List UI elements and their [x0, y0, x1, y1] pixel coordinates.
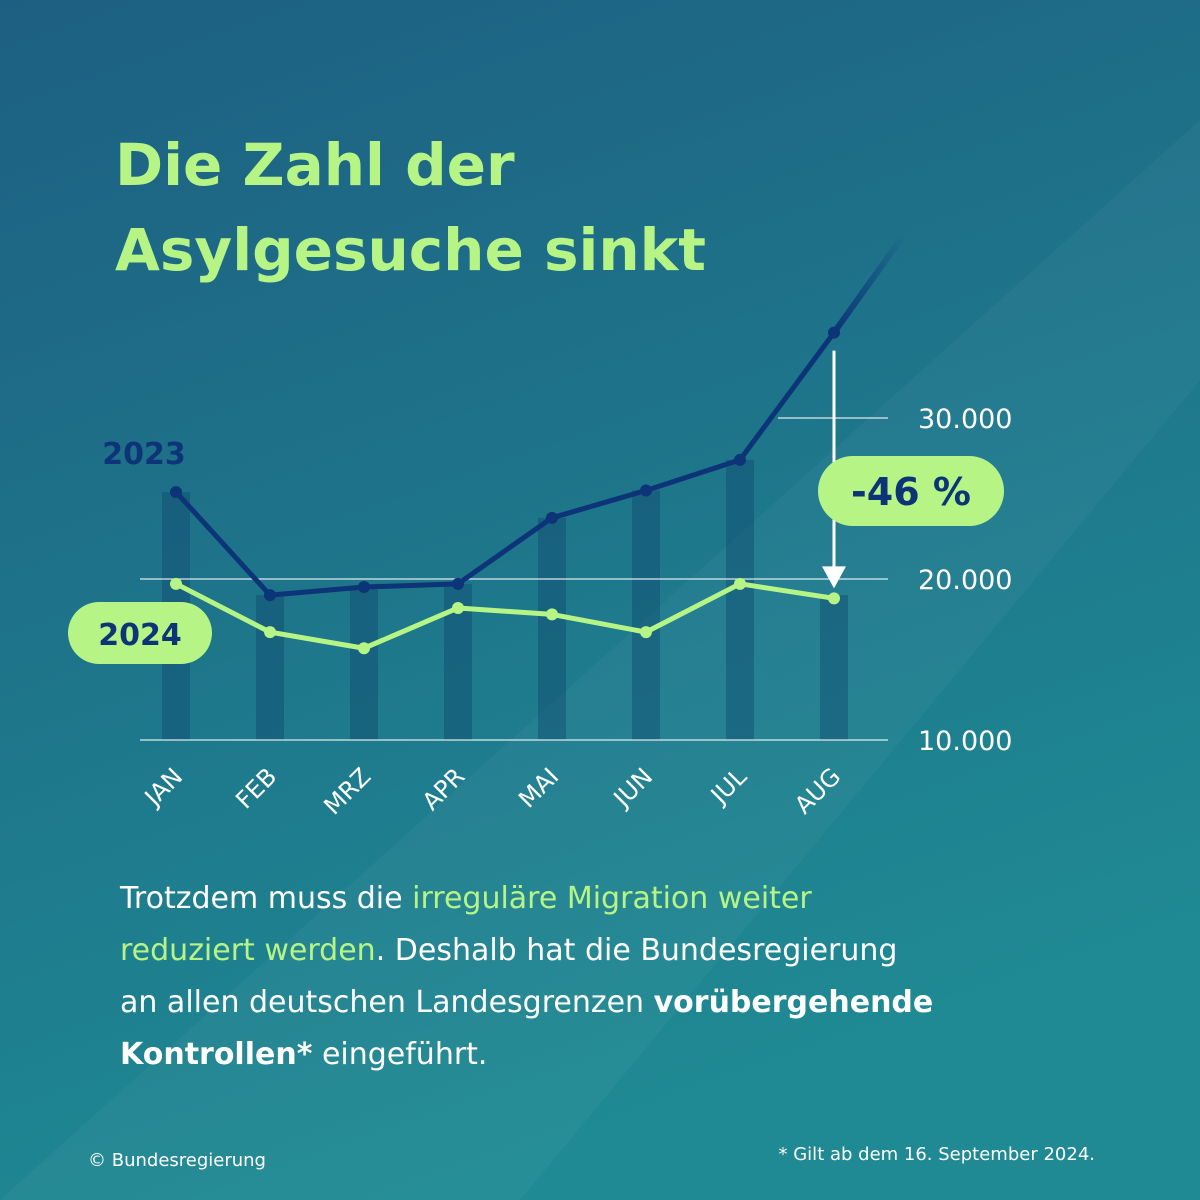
body-line-4-plain: eingeführt. [312, 1037, 487, 1072]
body-line-2-plain: . Deshalb hat die Bundesregierung [376, 933, 898, 968]
title-line-1: Die Zahl der [115, 131, 515, 199]
body-line-3: an allen deutschen Landesgrenzen vorüber… [120, 985, 933, 1020]
data-point [264, 589, 276, 602]
data-point [170, 577, 182, 590]
gridlines: 30.000 20.000 10.000 [140, 404, 1012, 757]
data-point [264, 626, 276, 639]
series-line [173, 330, 837, 598]
data-point [170, 486, 182, 499]
background-bar [256, 595, 284, 740]
change-badge [818, 456, 1004, 526]
series-label-2024: 2024 [98, 618, 182, 653]
data-point [546, 608, 558, 621]
y-tick-label: 10.000 [918, 726, 1012, 757]
data-point [734, 577, 746, 590]
body-line-4: Kontrollen* eingeführt. [120, 1037, 487, 1072]
series-line-extension [831, 231, 907, 336]
series-labels: 2023 2024 [68, 437, 212, 664]
change-badge-label: -46 % [851, 470, 971, 514]
body-line-2: reduziert werden. Deshalb hat die Bundes… [120, 933, 897, 968]
background-bar [538, 517, 566, 740]
body-line-1-highlight: irreguläre Migration weiter [412, 881, 812, 916]
body-line-2-highlight: reduziert werden [120, 933, 376, 968]
series-line [173, 581, 837, 651]
background-bar [820, 595, 848, 740]
data-point [640, 484, 652, 497]
data-point [358, 581, 370, 594]
y-tick-label: 20.000 [918, 565, 1012, 596]
change-badge-group: -46 % [818, 350, 1004, 589]
data-point [358, 642, 370, 655]
series-lines [170, 231, 907, 655]
body-line-4-bold: Kontrollen* [120, 1037, 313, 1072]
change-arrow-head [822, 566, 846, 589]
data-point [734, 453, 746, 466]
body-line-3-plain: an allen deutschen Landesgrenzen [120, 985, 654, 1020]
body-line-1-plain: Trotzdem muss die [119, 881, 412, 916]
body-line-3-bold: vorübergehende [654, 985, 934, 1020]
data-point [452, 601, 464, 614]
data-point [546, 511, 558, 524]
data-point [828, 592, 840, 605]
background-bar [726, 459, 754, 740]
background-bar [350, 587, 378, 740]
title-line-2: Asylgesuche sinkt [115, 216, 706, 284]
footnote: * Gilt ab dem 16. September 2024. [779, 1144, 1095, 1165]
series-label-2023: 2023 [102, 437, 186, 472]
background-bar [632, 490, 660, 740]
data-point [452, 577, 464, 590]
body-line-1: Trotzdem muss die irreguläre Migration w… [119, 881, 812, 916]
data-point [828, 326, 840, 339]
background-bars [162, 459, 848, 740]
series-label-2024-pill [68, 602, 212, 664]
data-point [640, 626, 652, 639]
copyright: © Bundesregierung [88, 1150, 266, 1171]
y-tick-label: 30.000 [918, 404, 1012, 435]
